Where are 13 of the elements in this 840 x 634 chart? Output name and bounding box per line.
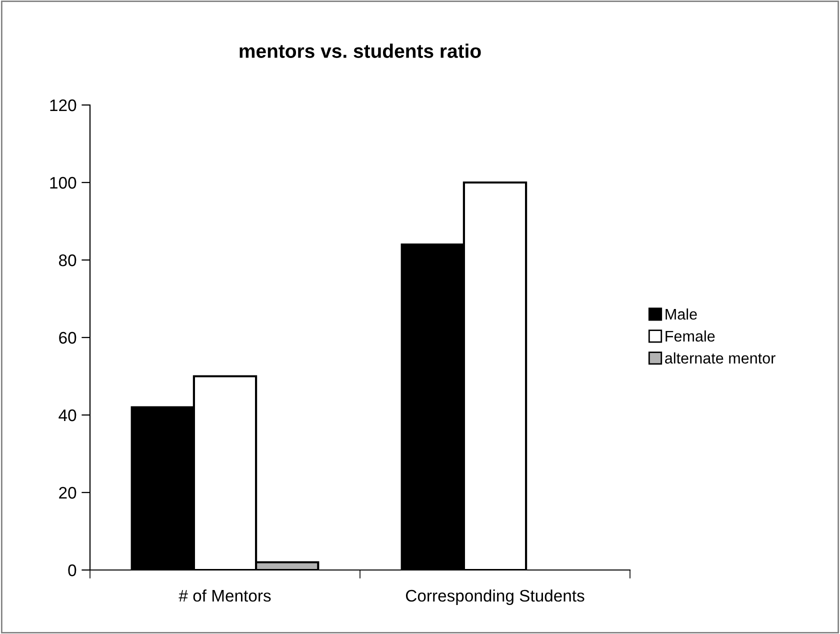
y-tick-label: 80 [58,254,76,266]
x-tick-label: Corresponding Students [406,589,584,605]
y-tick-label: 60 [59,332,76,344]
y-tick-label: 120 [50,99,76,112]
x-tick-label: # of Mentors [178,589,271,602]
y-tick-label: 0 [68,564,76,576]
y-tick-label: 100 [50,176,76,189]
y-tick-label: 40 [58,409,76,422]
legend-label: Male [666,308,697,320]
legend-label: Female [666,330,715,342]
legend-label: alternate mentor [665,352,776,364]
y-tick-label: 20 [59,486,76,499]
chart-title: mentors vs. students ratio [240,44,481,58]
